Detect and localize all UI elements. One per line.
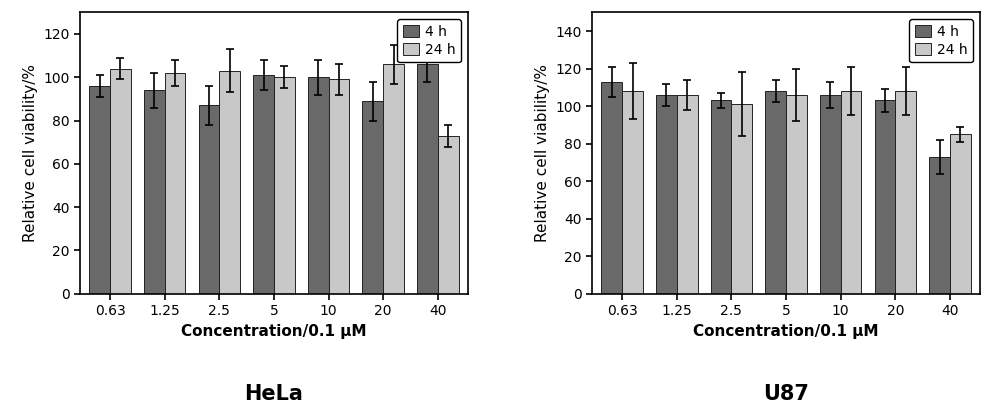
Bar	[950, 134, 971, 294]
Bar	[362, 101, 383, 294]
Bar	[875, 100, 895, 294]
Bar	[438, 136, 459, 294]
Bar	[656, 95, 677, 294]
Bar	[219, 71, 240, 294]
Bar	[274, 77, 295, 294]
Bar	[622, 91, 643, 294]
Bar	[711, 100, 731, 294]
Bar	[786, 95, 807, 294]
Bar	[165, 73, 185, 294]
Bar	[253, 75, 274, 294]
Bar	[329, 80, 349, 294]
Bar	[601, 82, 622, 294]
Bar	[929, 157, 950, 294]
X-axis label: Concentration/0.1 μM: Concentration/0.1 μM	[693, 324, 879, 339]
Bar	[731, 104, 752, 294]
Y-axis label: Relative cell viability/%: Relative cell viability/%	[23, 64, 38, 242]
Bar	[417, 64, 438, 294]
Bar	[89, 86, 110, 294]
X-axis label: Concentration/0.1 μM: Concentration/0.1 μM	[181, 324, 367, 339]
Bar	[199, 105, 219, 294]
Bar	[110, 69, 131, 294]
Bar	[895, 91, 916, 294]
Bar	[677, 95, 698, 294]
Y-axis label: Relative cell viability/%: Relative cell viability/%	[535, 64, 550, 242]
Text: HeLa: HeLa	[245, 384, 303, 404]
Legend: 4 h, 24 h: 4 h, 24 h	[909, 19, 973, 62]
Bar	[383, 64, 404, 294]
Bar	[765, 91, 786, 294]
Legend: 4 h, 24 h: 4 h, 24 h	[397, 19, 461, 62]
Bar	[144, 90, 165, 294]
Text: U87: U87	[763, 384, 809, 404]
Bar	[308, 77, 329, 294]
Bar	[841, 91, 861, 294]
Bar	[820, 95, 841, 294]
